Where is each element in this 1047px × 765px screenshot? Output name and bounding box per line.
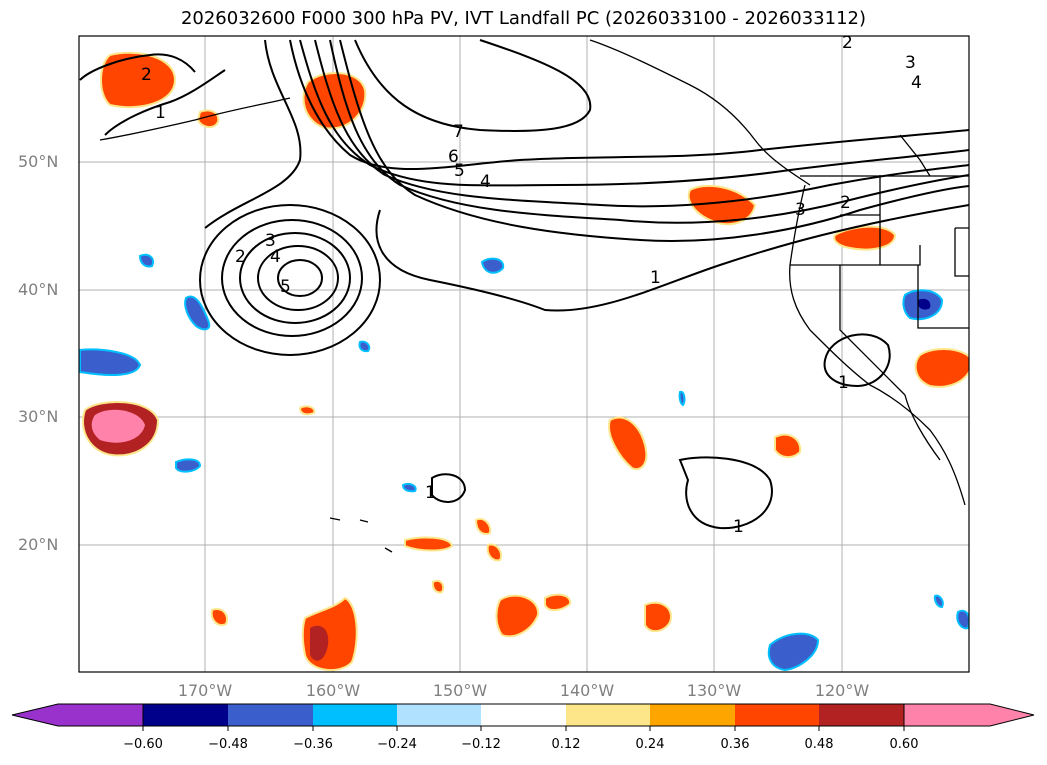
coastlines xyxy=(99,39,969,553)
contour-label: 2 xyxy=(840,193,851,213)
lon-label: 120°W xyxy=(814,681,870,700)
contour-label: 4 xyxy=(270,247,281,267)
colorbar-tick-label: 0.48 xyxy=(804,737,834,752)
negative-region xyxy=(175,458,202,473)
map-frame xyxy=(78,35,970,673)
positive-region xyxy=(210,608,228,626)
contour-label: 4 xyxy=(911,73,922,93)
map-title: 2026032600 F000 300 hPa PV, IVT Landfall… xyxy=(180,8,867,29)
negative-region xyxy=(933,594,944,609)
lon-label: 140°W xyxy=(559,681,615,700)
positive-region xyxy=(914,348,969,388)
positive-region xyxy=(544,593,572,612)
contour-label: 1 xyxy=(650,268,661,288)
positive-region xyxy=(474,518,492,535)
contour-label: 2 xyxy=(842,33,853,53)
negative-region xyxy=(678,390,686,407)
contour-label: 1 xyxy=(838,373,849,393)
contour-label: 5 xyxy=(280,277,291,297)
colorbar-tick-label: 0.60 xyxy=(889,737,919,752)
colorbar xyxy=(11,703,1035,731)
contour-label: 3 xyxy=(905,53,916,73)
positive-region xyxy=(298,405,316,416)
colorbar-tick-label: 0.36 xyxy=(720,737,750,752)
pv-contours xyxy=(79,39,969,530)
positive-region xyxy=(486,543,502,562)
positive-region xyxy=(404,536,454,552)
positive-region xyxy=(495,594,540,638)
contour-label: 5 xyxy=(454,161,465,181)
lat-label: 50°N xyxy=(18,152,59,171)
contour-label: 1 xyxy=(425,483,436,503)
lat-label: 20°N xyxy=(18,535,59,554)
negative-region-core xyxy=(917,298,931,310)
lon-label: 150°W xyxy=(432,681,488,700)
positive-region xyxy=(608,416,648,470)
positive-region-core xyxy=(310,625,329,661)
contour-label: 7 xyxy=(453,122,464,142)
negative-region xyxy=(358,340,371,353)
lat-label: 30°N xyxy=(18,407,59,426)
negative-region xyxy=(138,253,154,268)
positive-region xyxy=(431,579,445,594)
colorbar-max-extend xyxy=(903,703,1035,727)
contour-label: 3 xyxy=(265,231,276,251)
colorbar-tick-label: −0.36 xyxy=(293,737,333,752)
contour-label: 3 xyxy=(795,200,806,220)
gridlines xyxy=(79,36,969,672)
negative-region xyxy=(767,632,820,672)
contour-label: 6 xyxy=(448,147,459,167)
contour-label: 4 xyxy=(480,172,491,192)
colorbar-tick-label: −0.24 xyxy=(377,737,417,752)
negative-region xyxy=(79,348,142,377)
positive-region xyxy=(644,601,672,633)
contour-label: 1 xyxy=(733,517,744,537)
contour-label: 2 xyxy=(235,247,246,267)
contour-labels: 2 1 7 6 5 4 3 2 1 2 3 4 5 3 2 1 1 1 4 xyxy=(141,33,922,537)
negative-region xyxy=(184,295,211,331)
colorbar-tick-label: −0.12 xyxy=(461,737,501,752)
positive-region xyxy=(687,184,757,226)
colorbar-tick-label: 0.12 xyxy=(551,737,581,752)
colorbar-tick-label: −0.60 xyxy=(123,737,163,752)
colorbar-min-extend xyxy=(11,703,144,727)
positive-region-core xyxy=(91,409,145,443)
lon-label: 160°W xyxy=(305,681,361,700)
positive-region xyxy=(100,51,177,109)
positive-region xyxy=(774,433,802,458)
contour-label: 2 xyxy=(141,65,152,85)
negative-region xyxy=(480,257,505,274)
negative-ivt-regions xyxy=(79,253,969,672)
negative-region xyxy=(956,609,969,630)
lat-label: 40°N xyxy=(18,280,59,299)
lon-label: 170°W xyxy=(177,681,233,700)
colorbar-tick-label: −0.48 xyxy=(208,737,248,752)
contour-label: 1 xyxy=(155,103,166,123)
positive-ivt-regions xyxy=(82,51,969,672)
lon-label: 130°W xyxy=(686,681,742,700)
colorbar-tick-label: 0.24 xyxy=(635,737,665,752)
negative-region xyxy=(401,482,417,493)
